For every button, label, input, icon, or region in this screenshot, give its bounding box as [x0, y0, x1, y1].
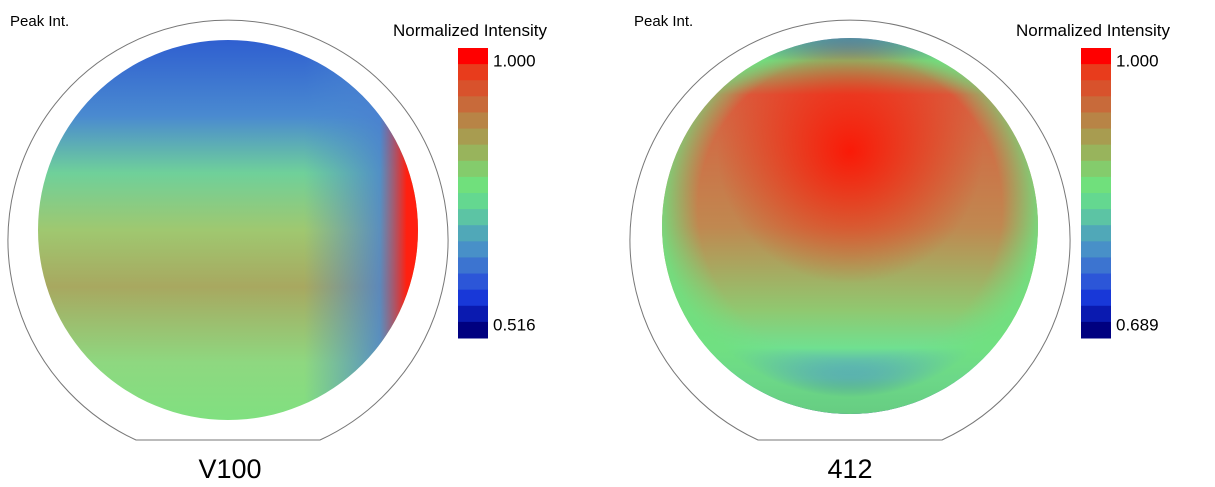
colorbar-step: [458, 64, 488, 81]
caption: V100: [198, 454, 261, 484]
colorbar-step: [1081, 80, 1111, 97]
colorbar-step: [1081, 176, 1111, 194]
caption: 412: [827, 454, 872, 484]
colorbar-step: [1081, 96, 1111, 113]
colorbar-step: [458, 305, 488, 323]
scale-min: 0.689: [1116, 315, 1159, 334]
colorbar-step: [458, 209, 488, 226]
legend-title: Normalized Intensity: [393, 21, 548, 40]
panel-header: Peak Int.: [10, 13, 69, 30]
colorbar-step: [1081, 321, 1111, 339]
colorbar-step: [458, 112, 488, 130]
colorbar-step: [458, 128, 488, 146]
colorbar-step: [458, 321, 488, 339]
colorbar-step: [1081, 112, 1111, 130]
colorbar-step: [458, 241, 488, 258]
panel: Peak Int. Normalized Intensity 1.000 0.6…: [629, 13, 1171, 484]
panel-header: Peak Int.: [634, 13, 693, 30]
colorbar: [1081, 48, 1111, 339]
colorbar-step: [458, 80, 488, 97]
colorbar-step: [1081, 64, 1111, 81]
legend-title: Normalized Intensity: [1016, 21, 1171, 40]
colorbar-step: [1081, 128, 1111, 146]
colorbar-step: [1081, 305, 1111, 323]
colorbar-step: [458, 96, 488, 113]
colorbar-step: [458, 225, 488, 242]
colorbar-step: [1081, 144, 1111, 162]
wafer-map: [662, 38, 1038, 414]
colorbar-step: [458, 160, 488, 178]
colorbar-step: [1081, 48, 1111, 65]
colorbar-step: [1081, 209, 1111, 226]
colorbar-step: [1081, 289, 1111, 307]
colorbar-step: [1081, 241, 1111, 258]
colorbar-step: [1081, 225, 1111, 242]
colorbar-step: [1081, 193, 1111, 210]
colorbar: [458, 48, 488, 339]
scale-max: 1.000: [1116, 51, 1159, 70]
scale-max: 1.000: [493, 51, 536, 70]
colorbar-step: [1081, 273, 1111, 291]
colorbar-step: [458, 193, 488, 210]
colorbar-step: [458, 257, 488, 275]
colorbar-step: [458, 273, 488, 291]
colorbar-step: [1081, 160, 1111, 178]
wafer-outline: [629, 19, 1071, 441]
panel: Peak Int. Normalized Intensity 1.000 0.5…: [7, 13, 548, 484]
colorbar-step: [458, 144, 488, 162]
colorbar-step: [458, 289, 488, 307]
scale-min: 0.516: [493, 315, 536, 334]
colorbar-step: [458, 48, 488, 65]
colorbar-step: [458, 176, 488, 194]
wafer-map: [38, 40, 418, 420]
wafer-outline: [7, 19, 449, 441]
colorbar-step: [1081, 257, 1111, 275]
